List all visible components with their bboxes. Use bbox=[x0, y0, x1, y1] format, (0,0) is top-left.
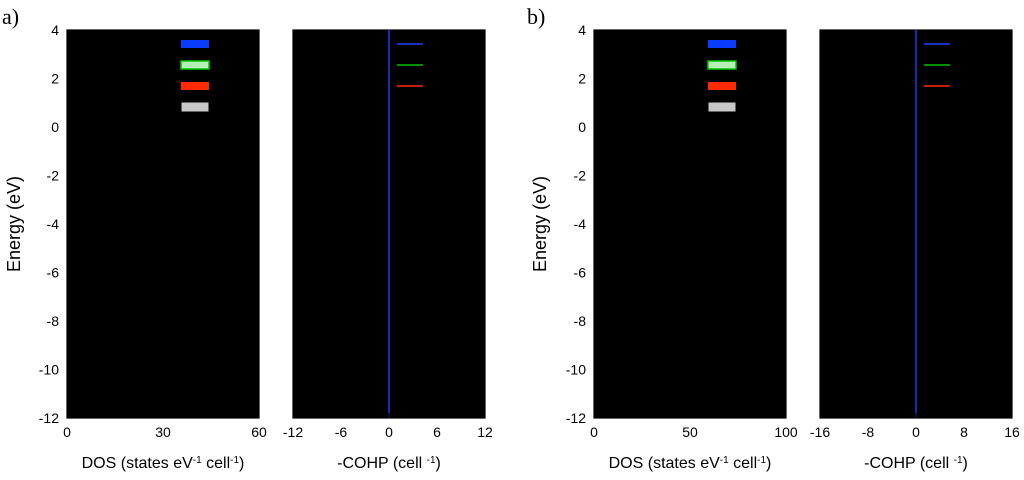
x-tick-label: 0 bbox=[590, 424, 598, 440]
legend-label: Total bbox=[742, 100, 774, 117]
y-tick-label: -2 bbox=[574, 168, 587, 184]
legend-swatch bbox=[180, 60, 210, 70]
cohp-plot: -12 -6 0 6 12 Ba-As Ba-Al Al-As bbox=[283, 29, 493, 440]
cohp-x-axis-label: -COHP (cell -1) bbox=[337, 455, 441, 473]
y-tick-label: -10 bbox=[566, 362, 586, 378]
legend-swatch bbox=[180, 101, 210, 113]
x-tick-label: 16 bbox=[1004, 424, 1020, 440]
y-tick-label: -2 bbox=[47, 168, 60, 184]
legend-label: Ba-Ga bbox=[956, 58, 1000, 75]
y-tick-label: -12 bbox=[39, 410, 59, 426]
y-tick-label: 0 bbox=[578, 119, 586, 135]
dos-clip-rect bbox=[67, 30, 259, 418]
y-tick-label: -10 bbox=[39, 362, 59, 378]
cohp-plot: -16 -8 0 8 16 Ba-As Ba-Ga Ga-As bbox=[810, 29, 1020, 440]
y-tick-label: -6 bbox=[574, 265, 587, 281]
x-tick-label: 8 bbox=[960, 424, 968, 440]
x-tick-label: -6 bbox=[335, 424, 348, 440]
y-tick-label: 2 bbox=[578, 71, 586, 87]
legend-swatch bbox=[707, 60, 737, 70]
legend-label: Ba-As bbox=[956, 37, 997, 54]
x-tick-label: -8 bbox=[862, 424, 875, 440]
x-tick-label: -12 bbox=[283, 424, 303, 440]
legend-label: Total bbox=[215, 100, 247, 117]
legend-swatch bbox=[181, 40, 209, 48]
legend-swatch bbox=[708, 82, 736, 90]
y-tick-label: -12 bbox=[566, 410, 586, 426]
y-tick-label: -6 bbox=[47, 265, 60, 281]
y-tick-label: -4 bbox=[574, 216, 587, 232]
y-tick-label: -8 bbox=[47, 313, 60, 329]
x-tick-label: -16 bbox=[810, 424, 830, 440]
y-axis-label: Energy (eV) bbox=[4, 176, 24, 272]
legend-label: Ga-As bbox=[956, 79, 999, 96]
dos-clip-rect bbox=[594, 30, 786, 418]
legend-label: Ba bbox=[215, 37, 234, 54]
y-tick-label: 0 bbox=[51, 119, 59, 135]
cohp-x-axis-label: -COHP (cell -1) bbox=[864, 455, 968, 473]
x-tick-label: 60 bbox=[251, 424, 267, 440]
legend-label: As bbox=[215, 79, 233, 96]
dos-x-axis-label: DOS (states eV-1 cell-1) bbox=[82, 455, 245, 473]
x-tick-label: 0 bbox=[63, 424, 71, 440]
x-tick-label: 0 bbox=[912, 424, 920, 440]
x-tick-label: 0 bbox=[385, 424, 393, 440]
legend-swatch bbox=[181, 82, 209, 90]
legend-swatch bbox=[708, 40, 736, 48]
panel-label: a) bbox=[2, 4, 19, 29]
dos-x-axis-label: DOS (states eV-1 cell-1) bbox=[609, 455, 772, 473]
y-axis-label: Energy (eV) bbox=[530, 176, 550, 272]
panel-label: b) bbox=[527, 4, 545, 29]
x-tick-label: 100 bbox=[774, 424, 798, 440]
legend-swatch bbox=[707, 101, 737, 113]
y-tick-label: 2 bbox=[51, 71, 59, 87]
y-tick-label: 4 bbox=[578, 22, 586, 38]
legend-label: Ba-Al bbox=[429, 58, 466, 75]
y-tick-label: -4 bbox=[47, 216, 60, 232]
x-tick-label: 12 bbox=[477, 424, 493, 440]
legend-label: Ba-As bbox=[429, 37, 470, 54]
legend-label: Al bbox=[215, 58, 228, 75]
legend-label: Ba bbox=[742, 37, 761, 54]
legend-label: Al-As bbox=[429, 79, 465, 96]
legend-label: Ga bbox=[742, 58, 763, 75]
legend-label: As bbox=[742, 79, 760, 96]
x-tick-label: 50 bbox=[682, 424, 698, 440]
y-tick-label: 4 bbox=[51, 22, 59, 38]
x-tick-label: 30 bbox=[155, 424, 171, 440]
x-tick-label: 6 bbox=[433, 424, 441, 440]
y-tick-label: -8 bbox=[574, 313, 587, 329]
